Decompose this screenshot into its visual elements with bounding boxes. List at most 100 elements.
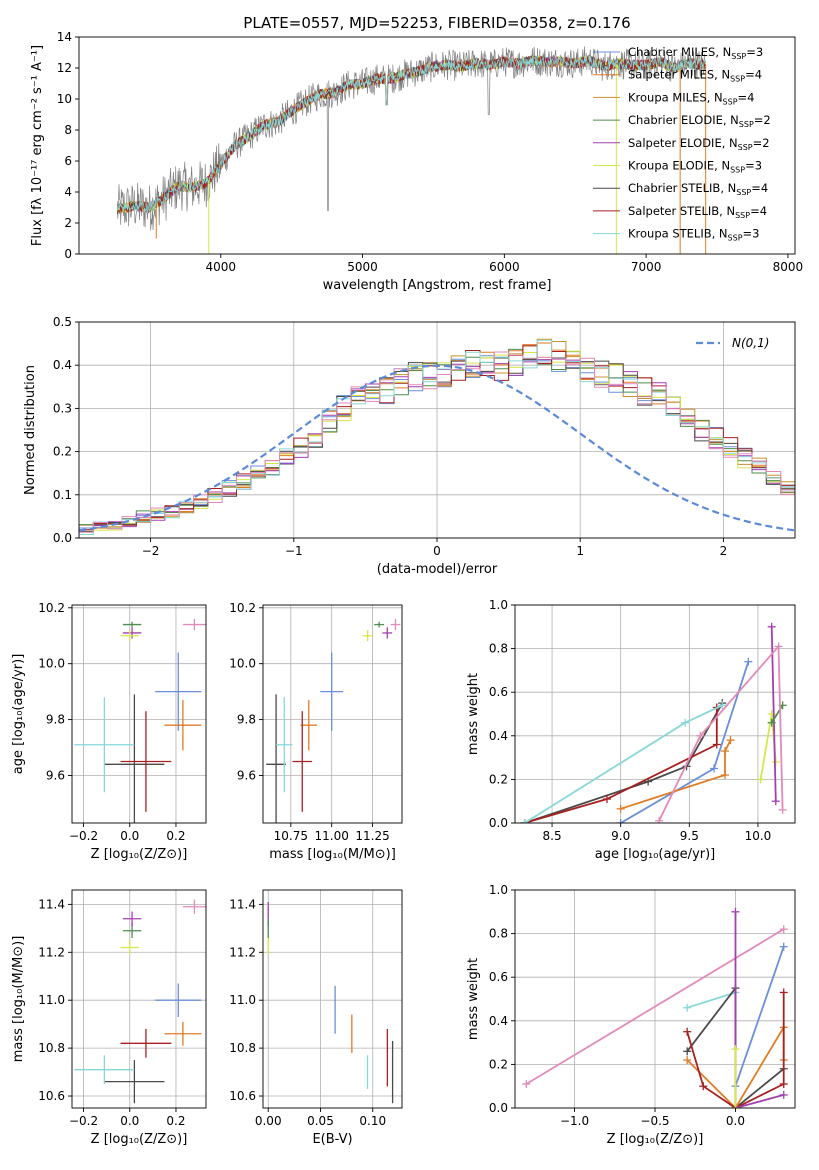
plus-marker (756, 775, 765, 784)
errorbar-point (104, 1060, 165, 1104)
weight-line-salpeter_elodie (770, 626, 777, 802)
weight-line-salpeter_stelib (524, 707, 718, 823)
x-axis-label: Z [log₁₀(Z/Z⊙)] (91, 847, 188, 862)
y-tick-label: 0.1 (53, 488, 72, 502)
legend-entry: N(0,1) (732, 336, 769, 350)
weight-line-chabrier_miles (734, 946, 785, 1087)
age-vs-metallicity-panel: −0.2 0.0 0.2 9.6 9.8 10.0 10.2 Z [log₁₀(Z/Z⊙)] a… (11, 601, 207, 862)
y-tick-label: 0.4 (489, 1014, 508, 1028)
axes-frame (71, 604, 207, 824)
y-tick-label: 14 (57, 30, 72, 44)
plus-marker (778, 805, 787, 814)
plus-marker (731, 1045, 740, 1054)
y-axis-label: mass [log₁₀(M/M⊙)] (11, 936, 26, 1063)
x-tick-label: 5000 (347, 260, 378, 274)
y-axis-label: mass weight (466, 673, 481, 755)
y-tick-label: 0.4 (489, 729, 508, 743)
plus-marker (767, 622, 776, 631)
plot-area (116, 46, 707, 254)
plot-area (266, 618, 401, 823)
plus-marker (721, 747, 729, 756)
axes-frame (514, 604, 796, 824)
x-tick-label: 9.0 (611, 829, 630, 843)
weight-line-chabrier_stelib (524, 702, 724, 823)
errorbar-point (74, 1055, 135, 1085)
y-tick-label: 10.8 (229, 1041, 256, 1055)
errorbar-point (155, 652, 202, 731)
plot-area (74, 899, 206, 1104)
plus-marker (731, 907, 740, 916)
x-axis-label: wavelength [Angstrom, rest frame] (323, 278, 552, 293)
y-axis-label: Flux [fλ 10⁻¹⁷ erg cm⁻² s⁻¹ A⁻¹] (30, 45, 45, 246)
y-tick-label: 9.6 (46, 768, 65, 782)
legend-entry: Kroupa STELIB, NSSP=3 (628, 227, 759, 243)
plus-marker (710, 764, 719, 773)
plus-marker (683, 1047, 692, 1056)
weight-line-salpeter_miles (620, 739, 732, 810)
errorbar-point (320, 652, 344, 731)
y-tick-label: 0.2 (489, 1057, 508, 1071)
y-tick-label: 0.8 (489, 642, 508, 656)
x-tick-label: 0 (433, 544, 441, 558)
mass-vs-metallicity-panel: −0.2 0.0 0.2 10.6 10.8 11.0 11.2 11.4 Z [log₁₀(Z… (11, 889, 207, 1147)
y-tick-label: 11.0 (229, 993, 256, 1007)
errorbar-point (120, 711, 172, 812)
y-tick-label: 9.8 (237, 713, 256, 727)
y-tick-label: 10.0 (38, 657, 65, 671)
plus-marker (744, 657, 753, 666)
chart-title: PLATE=0557, MJD=52253, FIBERID=0358, z=0… (243, 14, 630, 32)
x-tick-label: 6000 (489, 260, 520, 274)
x-axis-label: age [log₁₀(age/yr)] (595, 847, 716, 862)
mass-weight-vs-metallicity-panel: −1.0 −0.5 0.0 0.0 0.2 0.4 0.6 0.8 1.0 Z [log₁₀(Z/… (466, 883, 796, 1147)
weight-line-kroupa_stelib (524, 704, 723, 823)
age-vs-mass-panel: 10.75 11.00 11.25 9.6 9.8 10.0 10.2 mass [log₁₀… (229, 601, 403, 862)
plus-marker (699, 1082, 708, 1091)
y-tick-label: 11.2 (38, 945, 65, 959)
errorbar-point (122, 621, 142, 628)
weight-line-salpeter_stelib (686, 992, 785, 1108)
errorbar-point (276, 697, 293, 793)
y-tick-label: 11.4 (229, 897, 256, 911)
y-tick-label: 0.0 (53, 531, 72, 545)
x-tick-label: 2 (720, 544, 728, 558)
plus-marker (712, 740, 721, 749)
errorbar-point (362, 630, 373, 642)
errorbar-point (374, 621, 385, 628)
y-tick-label: 0.6 (489, 970, 508, 984)
x-tick-label: 11.25 (355, 829, 389, 843)
plus-marker (779, 1080, 788, 1089)
y-tick-label: 4 (64, 185, 72, 199)
x-tick-label: 0.00 (255, 1114, 282, 1128)
y-tick-label: 11.4 (38, 897, 65, 911)
x-axis-label: Z [log₁₀(Z/Z⊙)] (91, 1132, 188, 1147)
y-tick-label: 9.8 (46, 713, 65, 727)
plus-marker (522, 1080, 531, 1089)
plot-area (520, 622, 787, 823)
x-tick-label: 9.5 (680, 829, 699, 843)
weight-line-pink (525, 928, 785, 1085)
x-tick-label: 10.75 (274, 829, 308, 843)
plus-marker (616, 804, 625, 813)
errorbar-point (182, 899, 206, 914)
x-tick-label: 0.0 (120, 829, 139, 843)
legend-entry: Salpeter ELODIE, NSSP=2 (628, 136, 770, 152)
legend-entry: Kroupa MILES, NSSP=4 (628, 90, 754, 106)
plus-marker (683, 1056, 692, 1065)
y-tick-label: 10.8 (38, 1041, 65, 1055)
y-tick-label: 8 (64, 123, 72, 137)
axes-frame (78, 36, 796, 255)
x-tick-label: 0.0 (120, 1114, 139, 1128)
errorbar-point (182, 618, 206, 631)
y-tick-label: 10.6 (229, 1089, 256, 1103)
x-tick-label: 4000 (206, 260, 237, 274)
plus-marker (779, 925, 788, 934)
plus-marker (726, 736, 735, 745)
y-tick-label: 0.3 (53, 401, 72, 415)
legend-entry: Chabrier STELIB, NSSP=4 (628, 181, 768, 197)
x-tick-label: 7000 (631, 260, 662, 274)
y-tick-label: 0.4 (53, 358, 72, 372)
x-axis-label: Z [log₁₀(Z/Z⊙)] (607, 1132, 704, 1147)
x-tick-label: 8000 (773, 260, 804, 274)
plus-marker (721, 771, 729, 780)
